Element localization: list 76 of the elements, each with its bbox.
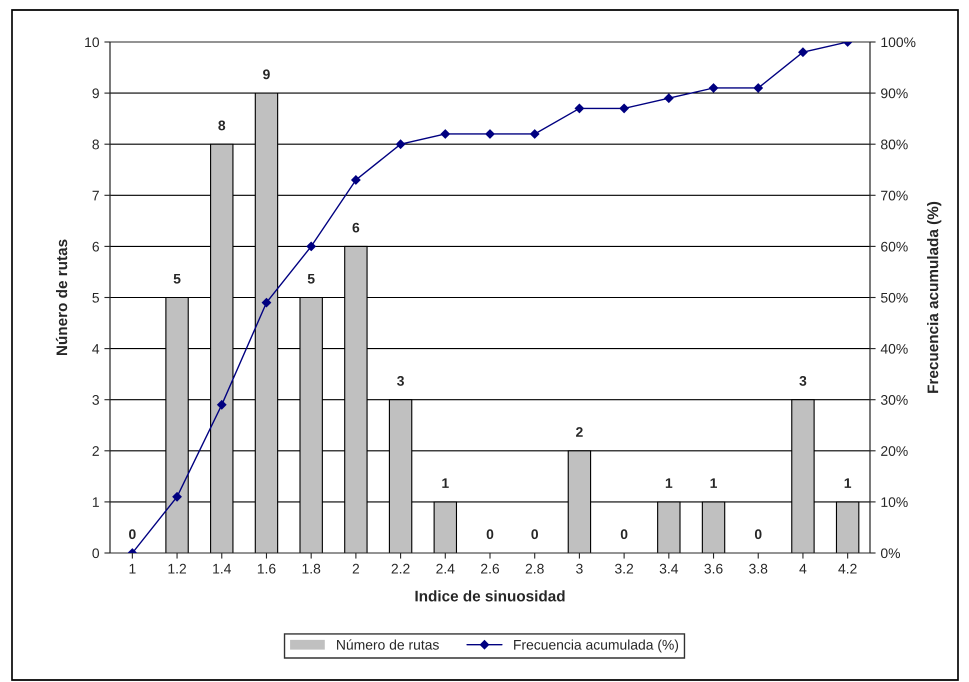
data-label: 0 [620,529,628,540]
legend-label: Frecuencia acumulada (%) [514,640,678,652]
point [262,298,272,308]
x-tick-label: 2.4 [436,564,455,574]
y-tick-label: 0 [92,548,100,558]
y-tick-label: 2 [92,446,99,456]
x-tick-label: 1.6 [258,564,276,574]
x-tick-label: 2.8 [526,564,544,574]
y2-tick-label: 50% [880,292,908,303]
data-label: 3 [397,376,404,386]
y2-tick-label: 60% [881,242,908,252]
data-label: 0 [754,529,762,540]
data-label: 0 [531,529,538,540]
y-tick-label: 10 [85,37,100,48]
y2-tick-label: 70% [881,190,908,200]
point [172,492,182,502]
point [396,140,406,149]
x-tick-label: 3 [576,564,583,574]
point [530,129,540,139]
legend-label: Número de rutas [337,639,439,650]
y2-tick-label: 20% [881,446,908,456]
y2-tick-label: 10% [881,497,908,508]
x-tick-label: 2.2 [392,564,410,574]
y-tick-label: 1 [92,497,99,507]
y-tick-label: 4 [92,344,100,354]
y-tick-label: 9 [92,88,99,98]
y2-tick-label: 90% [881,88,908,98]
x-tick-label: 2 [352,564,360,574]
x-tick-label: 1 [130,564,136,574]
y2-axis-title: Frecuencia acumulada (%) [927,202,942,393]
point [485,129,495,139]
point [754,83,763,93]
point [574,104,584,114]
x-tick-label: 3.6 [704,564,723,574]
x-tick-label: 3.4 [660,564,678,574]
point [217,400,226,410]
y-tick-label: 8 [92,140,99,150]
y-axis-title: Núnero de rutas [56,240,68,356]
x-tick-label: 1.2 [168,564,186,574]
data-label: 5 [308,274,315,284]
x-tick-label: 1.8 [302,564,320,574]
point [708,83,718,93]
x-axis-title: Indice de sinuosidad [415,590,565,602]
data-label: 9 [263,69,270,80]
data-label: 8 [218,120,226,130]
x-tick-label: 3.2 [614,564,634,574]
data-label: 1 [666,478,672,488]
data-label: 0 [129,529,136,540]
x-tick-label: 3.8 [749,564,768,574]
point [798,48,808,57]
point [351,175,361,185]
y-tick-label: 3 [92,395,99,405]
point [306,242,316,252]
data-label: 0 [486,529,494,540]
point [440,129,450,139]
x-tick-label: 4 [799,564,806,574]
point [619,104,629,114]
data-label: 2 [576,427,583,437]
data-label: 1 [844,478,852,488]
y2-tick-label: 30% [880,395,908,405]
x-tick-label: 4.2 [838,564,857,574]
y2-tick-label: 100% [881,37,916,48]
y-tick-label: 6 [92,242,99,252]
y2-tick-label: 80% [881,140,908,150]
y-tick-label: 7 [92,190,99,200]
data-label: 6 [352,222,360,233]
data-label: 1 [442,478,449,488]
y2-tick-label: 0% [880,548,900,558]
data-label: 3 [799,376,806,386]
x-tick-label: 2.6 [481,564,500,574]
x-tick-label: 1.4 [213,564,232,574]
y2-tick-label: 40% [880,344,908,354]
y-tick-label: 5 [92,292,99,303]
point [664,94,674,103]
data-label: 5 [174,274,181,284]
data-label: 1 [710,478,718,488]
